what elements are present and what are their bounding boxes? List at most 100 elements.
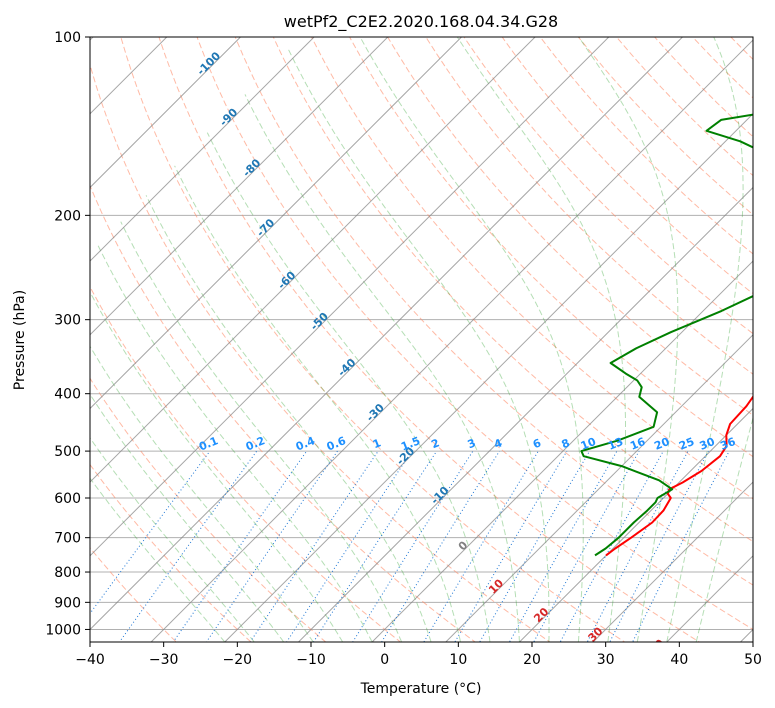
sounding-profiles (580, 113, 753, 557)
y-tick-label: 600 (54, 491, 81, 507)
isotherm-label: -90 (217, 106, 240, 129)
isotherm-line (297, 186, 753, 642)
pressure-gridlines (90, 37, 753, 630)
x-tick-label: −40 (75, 652, 105, 668)
plot-frame (89, 36, 754, 643)
moist-adiabat (456, 37, 626, 642)
dry-adiabat (349, 37, 753, 458)
mixing-ratio-line (508, 450, 618, 642)
isotherm-label: -10 (428, 484, 451, 507)
mixing-ratio-line (381, 450, 500, 642)
dry-adiabat (90, 285, 402, 642)
mixing-ratio-label: 10 (579, 435, 598, 453)
dry-adiabat (90, 377, 327, 642)
dry-adiabat (756, 24, 775, 654)
dry-adiabat (463, 37, 753, 335)
y-tick-label: 400 (54, 387, 81, 403)
mixing-ratio-label: 13 (606, 435, 625, 453)
isotherm-label: -100 (194, 49, 223, 78)
isotherm-line (150, 39, 753, 642)
y-tick-label: 800 (54, 565, 81, 581)
mixing-ratio-line (90, 450, 211, 615)
moist-adiabat (120, 221, 403, 642)
mixing-ratio-label: 16 (628, 435, 647, 453)
isotherm-line (90, 37, 168, 115)
y-tick-label: 300 (54, 313, 81, 329)
x-tick-label: 30 (597, 652, 615, 668)
isotherm-line (90, 37, 610, 557)
moist-adiabat (666, 37, 744, 642)
dry-adiabat (90, 62, 551, 642)
moist-adiabat (90, 291, 344, 642)
y-tick-label: 1000 (45, 622, 81, 638)
x-axis-ticks: −40 −30 −20 −10 0 10 20 30 40 50 (75, 642, 762, 668)
isotherm-label: -80 (240, 156, 263, 179)
isotherm-label: -60 (275, 269, 298, 292)
y-tick-label: 200 (54, 208, 81, 224)
mixing-ratio-line (312, 450, 438, 642)
isotherm-line (90, 37, 242, 189)
isotherm-label: -70 (254, 216, 277, 239)
isotherm-label: 10 (486, 576, 506, 596)
mixing-ratio-line (423, 450, 539, 642)
moist-adiabat (90, 437, 255, 642)
dry-adiabat (539, 37, 753, 255)
moist-adiabats (90, 37, 753, 642)
mixing-ratio-line (632, 450, 730, 642)
mixing-ratio-label: 6 (531, 436, 543, 451)
dry-adiabat (653, 37, 753, 138)
x-tick-label: 40 (670, 652, 688, 668)
dry-adiabat (90, 463, 252, 642)
mixing-ratio-line (352, 450, 474, 642)
dry-adiabat (90, 184, 477, 642)
mixing-ratio-lines (90, 450, 730, 642)
isotherm-line (90, 37, 536, 483)
moist-adiabat (578, 37, 679, 642)
mixing-ratio-label: 30 (698, 435, 717, 453)
mixing-ratio-line (609, 450, 709, 642)
dry-adiabat (272, 37, 753, 543)
moist-adiabat (90, 393, 285, 642)
dry-adiabat (425, 37, 753, 375)
isotherm-label: -40 (335, 356, 358, 379)
moist-adiabat (145, 195, 432, 642)
x-tick-label: −10 (296, 652, 326, 668)
moist-adiabat (206, 132, 491, 642)
dry-adiabat (387, 37, 753, 416)
mixing-ratio-label: 36 (718, 435, 737, 453)
isotherm-label: 40 (647, 636, 667, 656)
moist-adiabat (90, 477, 226, 642)
mixing-ratio-label: 8 (560, 436, 572, 451)
mixing-ratio-label: 20 (652, 435, 671, 453)
isotherm-line (90, 37, 684, 631)
mixing-ratio-line (172, 450, 308, 642)
dry-adiabat (310, 37, 753, 500)
isotherm-line (90, 37, 389, 336)
moist-adiabat (244, 94, 520, 642)
isotherm-line (445, 334, 753, 642)
isotherm-line (90, 37, 315, 262)
mixing-ratio-line (249, 450, 379, 642)
dry-adiabats (90, 24, 775, 654)
moist-adiabat (288, 49, 550, 642)
x-axis-title: Temperature (°C) (360, 681, 482, 697)
mixing-ratio-line (533, 450, 640, 642)
dry-adiabat (120, 37, 626, 642)
mixing-ratio-line (454, 450, 568, 642)
mixing-ratio-line (479, 450, 591, 642)
y-axis-title: Pressure (hPa) (12, 290, 28, 390)
mixing-ratio-line (205, 450, 338, 642)
dewpoint-profile-line (580, 113, 753, 557)
y-tick-label: 100 (54, 30, 81, 46)
x-tick-label: −20 (223, 652, 253, 668)
x-tick-label: 10 (449, 652, 467, 668)
mixing-ratio-label: 0.6 (325, 434, 348, 453)
y-tick-label: 700 (54, 531, 81, 547)
mixing-ratio-label: 2 (429, 436, 441, 451)
moist-adiabat (90, 345, 314, 642)
y-tick-label: 900 (54, 595, 81, 611)
isotherm-line (90, 37, 463, 410)
x-tick-label: 50 (744, 652, 762, 668)
isotherm-line (224, 113, 753, 642)
